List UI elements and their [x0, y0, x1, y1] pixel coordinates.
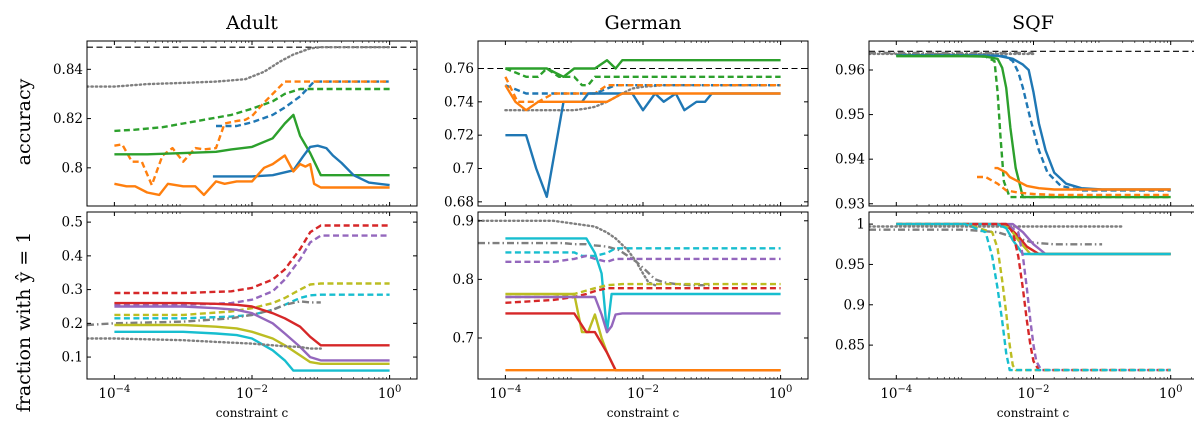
y-axis-label-accuracy: accuracy — [13, 78, 35, 165]
series-line-gray-dotted-9 — [87, 337, 322, 350]
series-line-green-dashed-2 — [114, 87, 390, 133]
series-line-blue-dashed-3 — [216, 80, 390, 128]
series-line-blue-solid-6 — [505, 92, 781, 199]
x-tick-label: 10−2 — [236, 384, 268, 402]
series-line-orange-dashed-8 — [977, 175, 1171, 197]
plot-area — [478, 41, 808, 206]
y-tick-label: 0.72 — [444, 128, 474, 144]
y-tick-label: 0.94 — [835, 152, 865, 168]
y-tick-label: 0.93 — [835, 196, 865, 212]
x-tick-label: 100 — [378, 384, 402, 402]
series-line-orange-solid-7 — [994, 166, 1171, 191]
series-group — [869, 222, 1171, 372]
series-line-red-dashed-5 — [505, 287, 781, 304]
series-line-orange-solid-7 — [114, 154, 390, 197]
series-line-green-dashed-6 — [896, 54, 1171, 199]
series-line-orange-solid-7 — [504, 84, 781, 112]
series-line-cyan-solid-8 — [114, 330, 390, 372]
y-tick-label: 0.2 — [62, 316, 83, 332]
x-tick-label: 100 — [1159, 384, 1183, 402]
x-tick-label: 10−4 — [880, 384, 912, 402]
y-tick-label: 0.85 — [835, 338, 865, 354]
panel-top-2: 0.93 0.94 0.95 0.96 — [835, 40, 1194, 212]
series-line-blue-solid-3 — [896, 54, 1171, 191]
x-axis-label-german: constraint c — [607, 406, 680, 420]
x-axis-label-sqf: constraint c — [997, 406, 1070, 420]
series-line-cyan-dashed-9 — [896, 222, 1171, 372]
series-line-orange-dashed-4 — [114, 80, 390, 187]
series-group — [87, 46, 417, 197]
y-tick-label: 0.9 — [844, 297, 865, 313]
x-tick-label: 100 — [769, 384, 793, 402]
series-group — [869, 50, 1194, 199]
series-line-cyan-solid-4 — [505, 237, 781, 334]
panel-top-1: 0.68 0.7 0.72 0.74 0.76 — [444, 40, 809, 210]
series-line-purple-dashed-3 — [505, 254, 781, 263]
panel-top-0: 0.8 0.82 0.84 — [53, 40, 418, 207]
series-group — [478, 59, 808, 199]
y-tick-label: 0.5 — [62, 215, 83, 231]
chart-title-sqf: SQF — [1012, 12, 1054, 34]
y-tick-label: 0.76 — [444, 61, 474, 77]
y-tick-label: 0.95 — [835, 257, 865, 273]
y-tick-label: 0.9 — [453, 213, 474, 229]
series-line-orange-dashed-5 — [504, 76, 781, 104]
series-line-gray-dashdot-1 — [478, 241, 712, 287]
x-tick-label: 10−2 — [627, 384, 659, 402]
y-axis-label-fraction: fraction with ŷ = 1 — [13, 232, 35, 413]
plot-area — [478, 212, 808, 379]
series-line-red-solid-5 — [114, 301, 390, 347]
panel-bottom-1: 0.7 0.8 0.9 10−4 10−2 100 — [453, 211, 809, 402]
y-tick-label: 0.95 — [835, 107, 865, 123]
y-tick-label: 0.1 — [62, 350, 83, 366]
y-tick-label: 0.3 — [62, 282, 83, 298]
y-tick-label: 0.82 — [53, 111, 83, 127]
series-line-green-dashed-3 — [504, 67, 781, 87]
y-tick-label: 0.96 — [835, 62, 865, 78]
series-line-purple-dashed-1 — [114, 234, 390, 306]
series-line-olive-dashed-8 — [896, 222, 1171, 372]
x-tick-label: 10−2 — [1018, 384, 1050, 402]
chart-title-german: German — [604, 12, 681, 34]
series-line-green-solid-2 — [505, 59, 781, 79]
y-tick-label: 0.8 — [62, 160, 83, 176]
y-tick-label: 0.68 — [444, 194, 474, 210]
y-tick-label: 0.4 — [62, 248, 83, 264]
series-line-gray-dashdot-4 — [87, 300, 321, 327]
series-group — [87, 224, 390, 372]
series-line-red-solid-9 — [505, 312, 781, 372]
series-line-olive-dashed-2 — [114, 282, 390, 317]
series-group — [478, 219, 781, 372]
panel-bottom-2: 0.85 0.9 0.95 1 10−4 10−2 100 — [835, 211, 1194, 402]
y-tick-label: 0.84 — [53, 62, 83, 78]
y-tick-label: 0.74 — [444, 94, 474, 110]
x-axis-label-adult: constraint c — [216, 406, 289, 420]
series-line-gray-dotted-1 — [87, 46, 391, 88]
series-line-blue-dashed-4 — [896, 54, 1171, 192]
x-tick-label: 10−4 — [98, 384, 130, 402]
y-tick-label: 0.7 — [453, 330, 474, 346]
series-line-gray-dotted-0 — [478, 219, 657, 287]
y-tick-label: 1 — [856, 217, 865, 233]
chart-title-adult: Adult — [225, 12, 278, 34]
plot-area — [869, 212, 1194, 379]
y-tick-label: 0.7 — [453, 161, 474, 177]
x-tick-label: 10−4 — [489, 384, 521, 402]
series-line-purple-solid-8 — [505, 295, 781, 334]
series-line-olive-solid-7 — [114, 323, 390, 365]
panel-bottom-0: 0.1 0.2 0.3 0.4 0.5 10−4 10−2 100 — [62, 211, 418, 402]
series-line-green-solid-5 — [114, 113, 390, 177]
series-line-purple-solid-6 — [114, 305, 390, 362]
series-line-red-dashed-7 — [896, 222, 1171, 372]
y-tick-label: 0.8 — [453, 272, 474, 288]
